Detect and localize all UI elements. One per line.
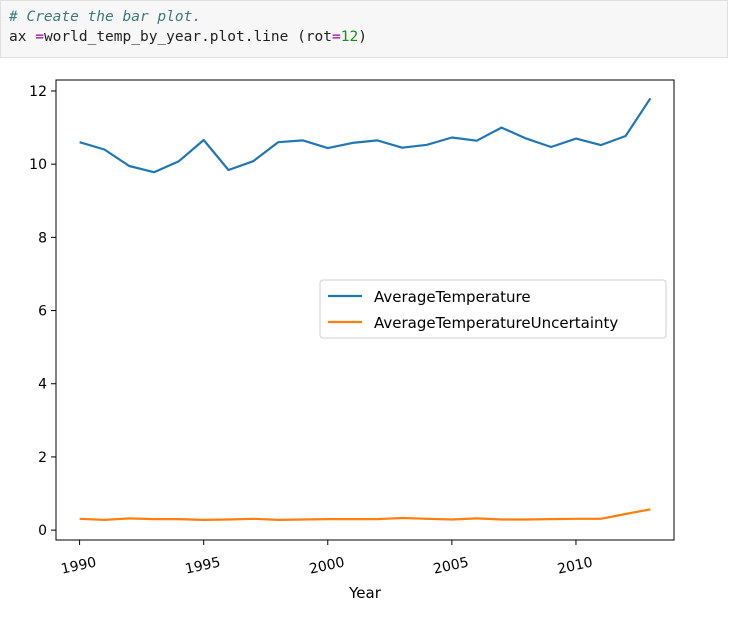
code-operator: =: [35, 29, 44, 45]
code-cell[interactable]: # Create the bar plot. ax =world_temp_by…: [0, 0, 728, 58]
code-call: world_temp_by_year.plot.line (rot: [43, 29, 333, 45]
y-tick-label: 4: [38, 377, 47, 393]
code-var: ax: [9, 29, 36, 45]
x-tick-label: 2010: [556, 555, 594, 578]
x-tick-label: 2000: [308, 555, 346, 578]
x-axis-label: Year: [348, 584, 382, 602]
y-tick-label: 2: [38, 450, 47, 466]
legend-label-1: AverageTemperatureUncertainty: [374, 314, 618, 332]
legend-box: [319, 279, 667, 339]
code-number: 12: [340, 29, 359, 45]
series-line-1: [79, 508, 651, 521]
x-tick-label: 2005: [432, 555, 470, 578]
code-line: ax =world_temp_by_year.plot.line (rot=12…: [9, 29, 367, 45]
y-tick-label: 12: [29, 84, 47, 100]
x-tick-label: 1995: [184, 555, 222, 578]
y-tick-label: 0: [38, 523, 47, 539]
y-tick-label: 6: [38, 304, 47, 320]
code-operator: =: [332, 29, 341, 45]
code-paren: ): [358, 29, 367, 45]
y-tick-label: 10: [29, 157, 47, 173]
line-chart: 0 2 4 6 8 10 12 1990 1995 2000 2005 2010 Year Average…: [29, 79, 675, 602]
code-comment: # Create the bar plot.: [9, 9, 202, 25]
series-line-0: [79, 97, 652, 174]
x-tick-label: 1990: [60, 555, 98, 578]
legend-label-0: AverageTemperature: [374, 288, 531, 306]
plot-frame: [55, 79, 675, 541]
y-tick-label: 8: [38, 230, 47, 246]
